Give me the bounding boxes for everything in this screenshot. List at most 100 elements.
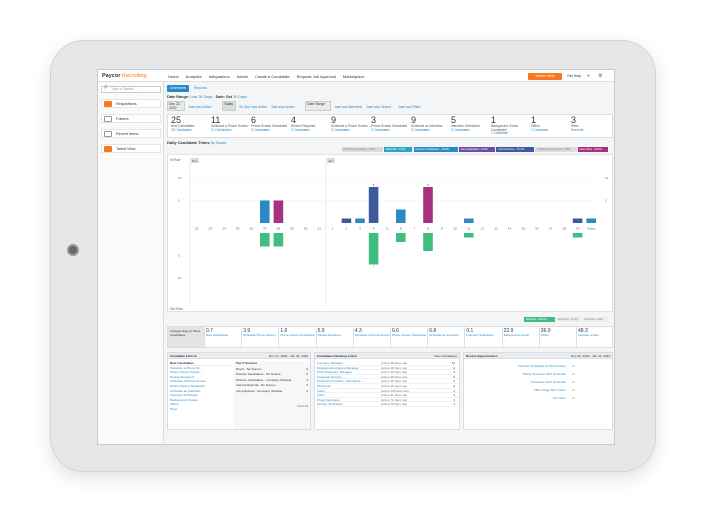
funnel-step[interactable]: 6.8 Schedule an Interview bbox=[429, 328, 459, 337]
legend-item[interactable]: Company - 0.0% bbox=[555, 317, 582, 322]
table-row[interactable]: CNC Machinery Manager Active 48 days ago 3 bbox=[317, 370, 459, 375]
list-item[interactable]: Executive NGT Schedule 1 bbox=[531, 380, 574, 384]
x-tick-label: 28 bbox=[277, 227, 281, 231]
legend-item[interactable]: New Applicants - 8.6% bbox=[458, 147, 496, 152]
stat-link[interactable]: 5 Candidates bbox=[451, 127, 470, 132]
sidebar-item-1[interactable]: Folders bbox=[101, 114, 161, 123]
period-link[interactable]: Just now Closed bbox=[366, 105, 391, 109]
table-row[interactable]: HR Admin Active 45 days ago 2 bbox=[317, 384, 459, 389]
legend-item[interactable]: Sourced - 0.0% bbox=[582, 317, 608, 322]
tab-0[interactable]: Overview bbox=[167, 85, 189, 92]
logo[interactable]: Paycor Recruiting bbox=[102, 73, 147, 79]
flow-item[interactable]: Review Required bbox=[170, 374, 194, 379]
nav-item-1[interactable]: Analytics bbox=[185, 74, 202, 79]
flow-item[interactable]: Schedule a Phone Screen bbox=[170, 379, 206, 384]
list-item[interactable]: Pastry Sciences NGT Schedule 1 bbox=[522, 372, 574, 376]
flow-item[interactable]: Hires bbox=[170, 406, 178, 411]
stat-link[interactable]: 25 Candidates bbox=[171, 127, 192, 132]
table-row[interactable]: Financial Controller - Reimbursi... Activ… bbox=[317, 379, 459, 384]
stat-link[interactable]: 9 Candidates bbox=[331, 127, 350, 132]
legend-item[interactable]: Internal Hires - 15.3% bbox=[496, 147, 535, 152]
view-all-link[interactable]: View All bbox=[297, 403, 308, 408]
funnel-step[interactable]: 1.6 Phone Screen Scheduled bbox=[280, 328, 315, 337]
flow-item[interactable]: Phone Screen Scheduled bbox=[170, 383, 206, 388]
funnel-divider bbox=[241, 327, 243, 347]
stat-link[interactable]: Hires list bbox=[571, 127, 584, 132]
job-title[interactable]: Resident Experience Manager bbox=[317, 365, 359, 370]
period-0[interactable]: Dec 22, 2022 bbox=[167, 101, 185, 111]
sidebar-item-2[interactable]: Recent Items bbox=[101, 129, 161, 138]
job-title[interactable]: Financial Controller - Reimbursi... bbox=[317, 379, 363, 384]
funnel-step[interactable]: 6.6 Phone Screen Scheduled bbox=[392, 328, 427, 337]
stat-link[interactable]: 9 Candidates bbox=[411, 127, 430, 132]
nav-item-4[interactable]: Create a Candidate bbox=[254, 74, 290, 79]
period-link[interactable]: Just now Active bbox=[271, 105, 295, 109]
funnel-step[interactable]: 4.3 Schedule a Phone Screen bbox=[354, 328, 390, 337]
flow-item[interactable]: Schedule an Interview bbox=[170, 388, 201, 393]
legend-item[interactable]: New Hires - 30.6% bbox=[577, 147, 608, 152]
nav-item-6[interactable]: Marketplace bbox=[342, 74, 365, 79]
table-row[interactable]: Service Technician Active 48 days ago 1 bbox=[317, 402, 459, 407]
funnel-step[interactable]: 0.7 New Candidates bbox=[206, 328, 229, 337]
funnel-step[interactable]: 3.9 Schedule Phone Screen bbox=[243, 328, 276, 337]
stat-link[interactable]: 11 Candidates bbox=[211, 127, 232, 132]
period-link[interactable]: Just now Active bbox=[188, 105, 212, 109]
flow-item[interactable]: Schedule a Phone Sc... bbox=[170, 365, 203, 370]
stat-link[interactable]: 1 Candidate bbox=[531, 127, 549, 132]
funnel-step[interactable]: 5.9 Review Required bbox=[317, 328, 341, 337]
job-title[interactable]: CNC Machinery Manager bbox=[317, 370, 352, 375]
period-2[interactable]: Date Range bbox=[305, 101, 331, 111]
period-1[interactable]: Today bbox=[222, 101, 236, 111]
gear-icon[interactable]: ⚙ bbox=[598, 73, 603, 79]
legend-item[interactable]: Company Screeners - 0.0% bbox=[535, 147, 577, 152]
stat-link[interactable]: 6 Candidates bbox=[251, 127, 270, 132]
funnel-step[interactable]: 36.0 Offers bbox=[540, 328, 551, 337]
period-link[interactable]: Just now Filled bbox=[398, 105, 421, 109]
stat-link[interactable]: 4 Candidates bbox=[291, 127, 310, 132]
table-row[interactable]: Intern Active 108 days ago 1 bbox=[317, 389, 459, 394]
list-item[interactable]: No Intern 1 bbox=[553, 396, 574, 400]
job-title[interactable]: Intern bbox=[317, 393, 325, 398]
list-item[interactable]: Director Of Quality for Plant Pastry 1 bbox=[518, 364, 574, 368]
table-row[interactable]: Intern Active 41 days ago 1 bbox=[317, 393, 459, 398]
funnel-step[interactable]: 22.9 Background Check bbox=[503, 328, 529, 337]
legend-item[interactable]: Passive Candidates - 18.8% bbox=[413, 147, 458, 152]
job-title[interactable]: Intern bbox=[317, 388, 325, 393]
home-button[interactable] bbox=[67, 244, 79, 256]
stat-link[interactable]: 1 Candidate bbox=[491, 131, 509, 136]
bell-icon[interactable]: ● bbox=[587, 73, 591, 79]
period-link[interactable]: Just now Attended bbox=[334, 105, 362, 109]
nav-item-2[interactable]: Integrations bbox=[208, 74, 230, 79]
list-item[interactable]: Offer Stage NGT Intern 1 bbox=[534, 388, 574, 392]
flow-item[interactable]: Interview Scheduled bbox=[170, 393, 198, 398]
job-title[interactable]: Service Technician bbox=[317, 402, 343, 407]
table-row[interactable]: Customer Service Active 48 days ago 2 bbox=[317, 375, 459, 380]
stat-link[interactable]: 3 Candidates bbox=[371, 127, 390, 132]
job-title[interactable]: HR Admin bbox=[317, 383, 331, 388]
funnel-step[interactable]: 0.1 Interview Scheduled bbox=[466, 328, 494, 337]
get-help-link[interactable]: Get Help bbox=[567, 74, 582, 78]
nav-item-3[interactable]: Admin bbox=[236, 74, 248, 79]
job-title[interactable]: Inventory Manager bbox=[317, 361, 343, 365]
source-filter[interactable]: By Source bbox=[210, 141, 227, 145]
flow-item[interactable]: Offers bbox=[170, 402, 179, 407]
legend-item[interactable]: Referrals - 0.0% bbox=[383, 147, 413, 152]
sidebar-item-0[interactable]: Requisitions bbox=[101, 99, 161, 108]
table-row[interactable]: Inventory Manager Active 48 days ago 11 bbox=[317, 361, 459, 366]
whats-new-button[interactable]: What's New bbox=[528, 72, 562, 80]
job-title[interactable]: Project Engineer bbox=[317, 397, 340, 402]
nav-item-0[interactable]: Home bbox=[168, 74, 179, 79]
table-row[interactable]: Project Engineer Active 71 days ago 1 bbox=[317, 398, 459, 403]
legend-item[interactable]: Referral - 100.0% bbox=[524, 317, 555, 322]
period-link[interactable]: 30 Just now Active bbox=[239, 105, 268, 109]
flow-item[interactable]: Background Checks bbox=[170, 397, 198, 402]
sidebar-item-3[interactable]: Talent View bbox=[101, 144, 161, 153]
nav-item-5[interactable]: Request Job Approval bbox=[296, 74, 336, 79]
table-row[interactable]: Resident Experience Manager Active 48 day… bbox=[317, 366, 459, 371]
tab-1[interactable]: Reports bbox=[193, 86, 208, 90]
flow-item[interactable]: Phone Screen Sched... bbox=[170, 370, 202, 375]
funnel-step[interactable]: 48.3 Average of Hire bbox=[578, 328, 599, 337]
search-input[interactable]: ⚲ Type a Search ... bbox=[101, 86, 161, 93]
legend-item[interactable]: Pending Screeners - 0.0% bbox=[341, 147, 383, 152]
job-title[interactable]: Customer Service bbox=[317, 374, 342, 379]
